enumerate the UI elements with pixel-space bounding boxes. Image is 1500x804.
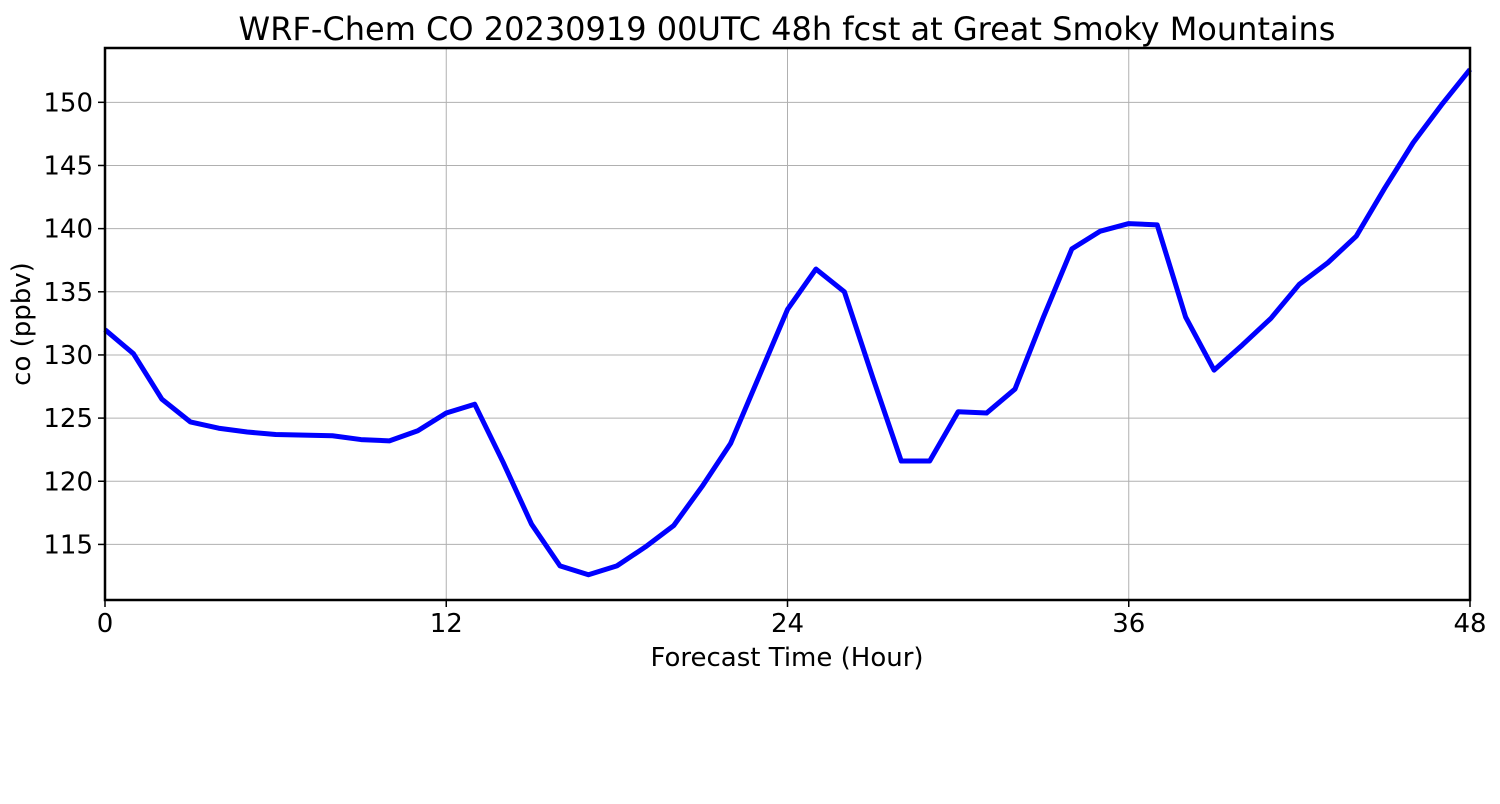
x-tick-label: 36: [1112, 609, 1145, 639]
x-tick-label: 24: [771, 609, 804, 639]
axis-ticks: 0 12 24 36 48 115 120 125 130 135 140 145 150: [43, 88, 1486, 639]
y-tick-label: 115: [43, 530, 93, 560]
x-tick-label: 0: [97, 609, 114, 639]
y-tick-label: 145: [43, 151, 93, 181]
y-tick-label: 130: [43, 341, 93, 371]
y-tick-label: 150: [43, 88, 93, 118]
series-lines: [103, 67, 1472, 578]
y-tick-label: 140: [43, 215, 93, 245]
y-tick-label: 135: [43, 278, 93, 308]
x-axis-label: Forecast Time (Hour): [650, 643, 923, 673]
x-tick-label: 12: [430, 609, 463, 639]
co-series-line: [103, 67, 1472, 578]
x-tick-label: 48: [1453, 609, 1486, 639]
grid-lines: [105, 48, 1470, 600]
y-axis-label: co (ppbv): [7, 262, 37, 386]
y-tick-label: 120: [43, 467, 93, 497]
y-tick-label: 125: [43, 404, 93, 434]
chart-title: WRF-Chem CO 20230919 00UTC 48h fcst at G…: [239, 10, 1336, 48]
